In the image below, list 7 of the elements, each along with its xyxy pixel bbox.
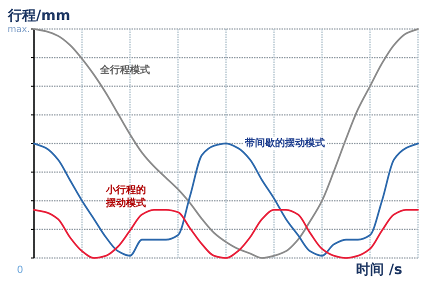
text: 0 bbox=[16, 265, 24, 276]
text: max. bbox=[8, 25, 30, 35]
series-label: 带间歇的摆动模式 bbox=[243, 137, 327, 150]
series-label: 全行程模式 bbox=[100, 64, 150, 77]
y-axis-title: 行程/mm bbox=[7, 8, 70, 24]
x-axis-title: 时间 /s bbox=[356, 262, 402, 278]
series-label: 小行程的摆动模式 bbox=[106, 184, 147, 210]
